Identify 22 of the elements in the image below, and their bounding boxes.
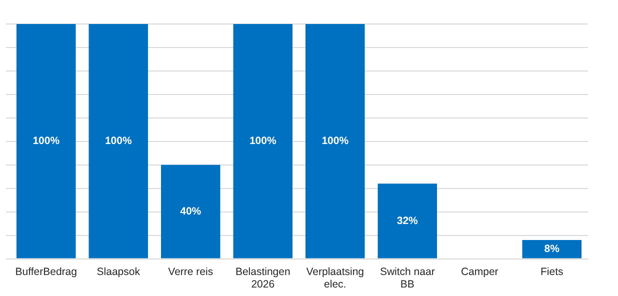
bar — [233, 24, 292, 258]
bar — [88, 24, 148, 258]
x-tick-label: Switch naar BB — [380, 266, 436, 291]
bar — [306, 24, 365, 258]
data-label: 100% — [104, 135, 132, 148]
x-tick-label: Verre reis — [168, 266, 214, 278]
x-tick-label: Verplaatsing elec. — [306, 266, 364, 291]
x-tick-label: Slaapsok — [96, 266, 141, 278]
x-tick-label: Camper — [460, 266, 499, 278]
bar — [16, 24, 76, 258]
bar — [522, 240, 582, 258]
data-label: 100% — [322, 135, 350, 148]
x-tick-label: Fiets — [540, 266, 564, 278]
data-label: 40% — [180, 205, 202, 218]
x-tick-label: BufferBedrag — [15, 266, 78, 278]
bar — [378, 184, 437, 258]
x-tick-label: Belastingen 2026 — [235, 266, 290, 291]
data-label: 32% — [396, 214, 419, 227]
data-label: 100% — [249, 135, 277, 148]
data-label: 100% — [32, 135, 60, 148]
bar — [161, 164, 220, 258]
data-label: 8% — [544, 243, 560, 256]
